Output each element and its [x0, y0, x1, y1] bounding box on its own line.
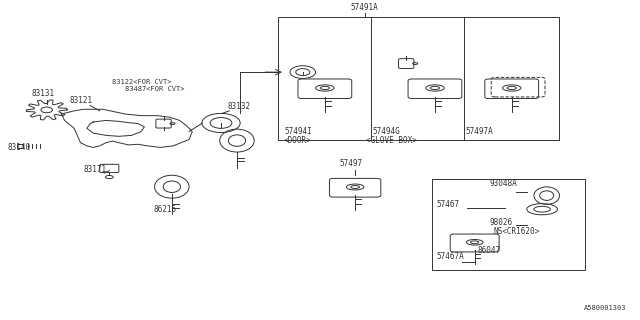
Text: 57497A: 57497A	[465, 127, 493, 136]
Text: 86047: 86047	[477, 246, 501, 255]
Text: 57467: 57467	[437, 200, 460, 209]
Text: 57497: 57497	[339, 159, 362, 168]
Text: 57494I: 57494I	[285, 127, 312, 136]
Text: 57467A: 57467A	[437, 252, 465, 261]
Text: 83132: 83132	[227, 102, 250, 111]
Bar	[432, 179, 585, 270]
Text: 83487<FOR CVT>: 83487<FOR CVT>	[125, 86, 185, 92]
Text: 57494G: 57494G	[372, 127, 401, 136]
Text: 98026: 98026	[490, 218, 513, 227]
Text: NS<CR1620>: NS<CR1620>	[493, 228, 540, 236]
Text: 86215: 86215	[154, 205, 177, 214]
Text: 57491A: 57491A	[351, 3, 379, 12]
Text: A580001303: A580001303	[584, 305, 627, 311]
Text: 83140: 83140	[7, 143, 30, 152]
Text: 83131: 83131	[31, 89, 54, 98]
Text: 83121: 83121	[70, 96, 93, 105]
Text: <GLOVE BOX>: <GLOVE BOX>	[365, 136, 417, 145]
Text: 83122<FOR CVT>: 83122<FOR CVT>	[113, 79, 172, 85]
Text: 93048A: 93048A	[490, 179, 518, 188]
Bar	[278, 17, 559, 140]
Text: 83171: 83171	[84, 165, 107, 174]
Bar	[17, 144, 23, 148]
Text: <DOOR>: <DOOR>	[284, 136, 311, 145]
